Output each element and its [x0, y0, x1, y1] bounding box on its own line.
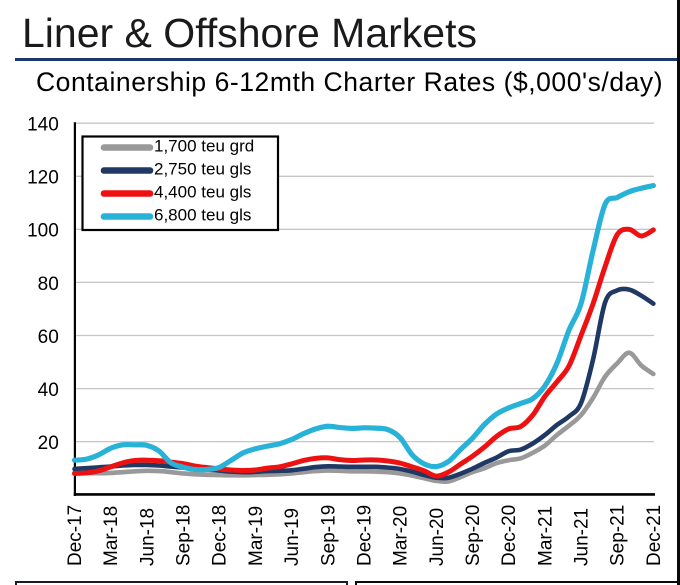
svg-text:1,700 teu grd: 1,700 teu grd	[154, 137, 254, 156]
svg-text:Sep-19: Sep-19	[318, 505, 339, 566]
svg-text:100: 100	[27, 221, 59, 242]
svg-text:Sep-20: Sep-20	[463, 505, 484, 566]
svg-text:Mar-21: Mar-21	[535, 506, 556, 566]
svg-text:Dec-19: Dec-19	[354, 505, 375, 566]
svg-text:80: 80	[38, 274, 59, 295]
svg-text:Sep-21: Sep-21	[608, 505, 629, 566]
svg-text:Mar-18: Mar-18	[101, 506, 122, 566]
svg-text:Dec-18: Dec-18	[210, 505, 231, 566]
svg-text:Sep-18: Sep-18	[174, 505, 195, 566]
svg-text:120: 120	[27, 168, 59, 189]
svg-text:Jun-19: Jun-19	[282, 508, 303, 566]
svg-text:Jun-18: Jun-18	[137, 508, 158, 566]
svg-text:2,750 teu gls: 2,750 teu gls	[154, 160, 251, 179]
svg-text:4,400 teu gls: 4,400 teu gls	[154, 183, 251, 202]
svg-text:40: 40	[38, 380, 59, 401]
svg-text:Dec-17: Dec-17	[65, 505, 86, 566]
svg-text:Jun-20: Jun-20	[427, 508, 448, 566]
svg-text:6,800 teu gls: 6,800 teu gls	[154, 206, 251, 225]
svg-text:Dec-21: Dec-21	[644, 505, 665, 566]
svg-text:Dec-20: Dec-20	[499, 505, 520, 566]
svg-text:Mar-20: Mar-20	[391, 506, 412, 566]
svg-text:20: 20	[38, 433, 59, 454]
svg-text:60: 60	[38, 327, 59, 348]
svg-text:140: 140	[27, 115, 59, 136]
svg-text:Mar-19: Mar-19	[246, 506, 267, 566]
svg-text:Jun-21: Jun-21	[572, 508, 593, 566]
